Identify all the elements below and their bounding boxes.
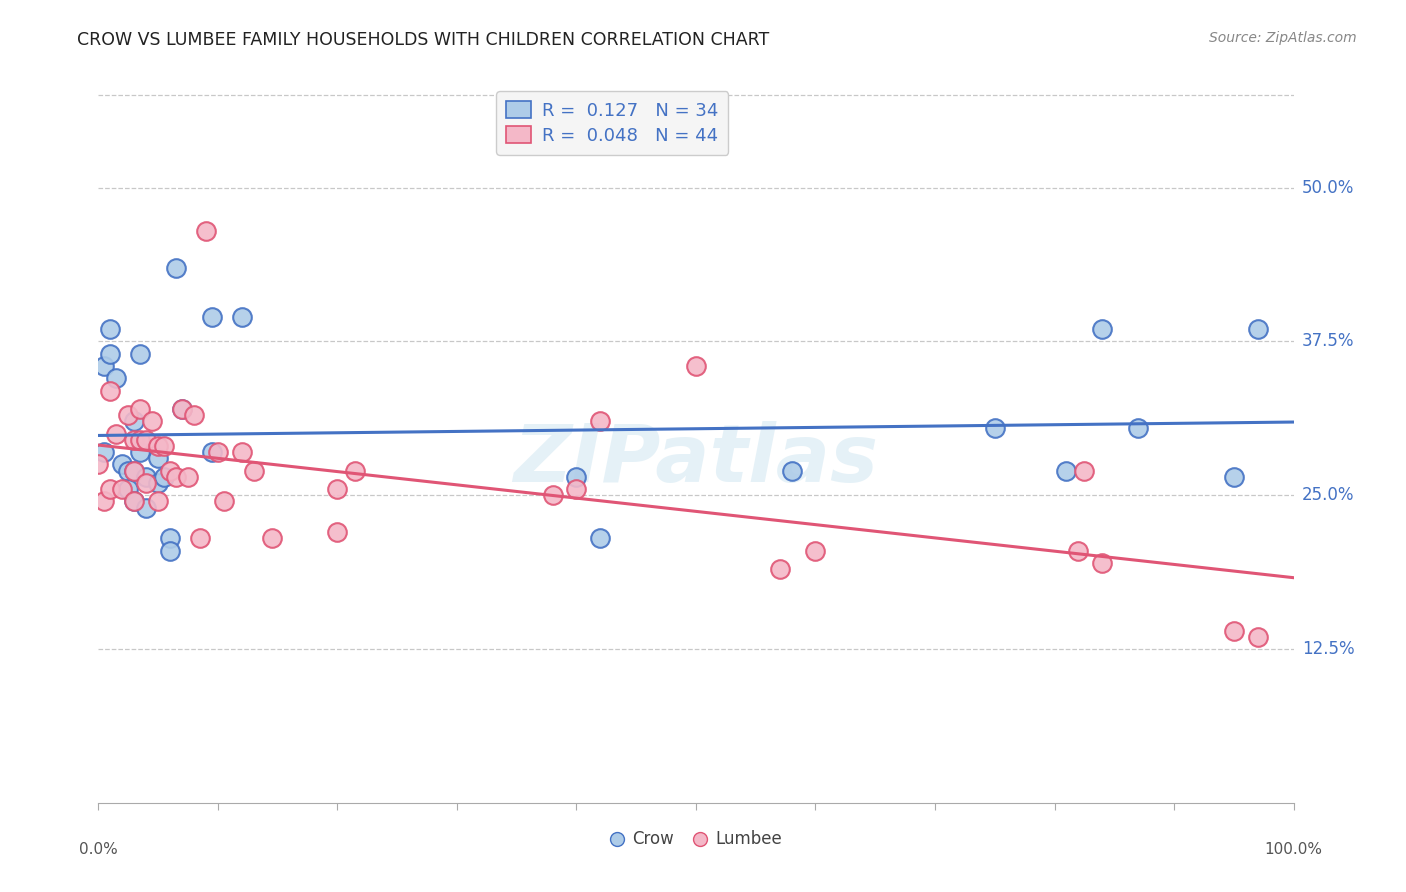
- Point: [195, 224, 218, 238]
- Point: [565, 482, 588, 496]
- Point: [93, 359, 115, 373]
- Point: [165, 260, 187, 275]
- Point: [148, 439, 170, 453]
- Point: [589, 531, 612, 545]
- Point: [148, 494, 170, 508]
- Text: CROW VS LUMBEE FAMILY HOUSEHOLDS WITH CHILDREN CORRELATION CHART: CROW VS LUMBEE FAMILY HOUSEHOLDS WITH CH…: [77, 31, 769, 49]
- Point: [98, 347, 122, 361]
- Point: [1073, 464, 1095, 478]
- Point: [1247, 630, 1270, 644]
- Point: [159, 543, 181, 558]
- Point: [129, 402, 152, 417]
- Point: [780, 464, 803, 478]
- Point: [212, 494, 235, 508]
- Point: [165, 469, 187, 483]
- Point: [768, 562, 790, 576]
- Point: [1223, 469, 1246, 483]
- Point: [105, 371, 128, 385]
- Point: [159, 464, 181, 478]
- Text: 100.0%: 100.0%: [1264, 842, 1323, 857]
- Text: 0.0%: 0.0%: [79, 842, 118, 857]
- Point: [1091, 322, 1114, 336]
- Point: [1128, 420, 1150, 434]
- Point: [93, 445, 115, 459]
- Point: [243, 464, 266, 478]
- Text: 50.0%: 50.0%: [1302, 178, 1354, 196]
- Point: [231, 445, 253, 459]
- Point: [124, 464, 146, 478]
- Text: Source: ZipAtlas.com: Source: ZipAtlas.com: [1209, 31, 1357, 45]
- Point: [135, 500, 157, 515]
- Text: 25.0%: 25.0%: [1302, 486, 1354, 504]
- Point: [148, 475, 170, 490]
- Point: [111, 482, 134, 496]
- Point: [565, 469, 588, 483]
- Point: [207, 445, 229, 459]
- Point: [201, 445, 224, 459]
- Point: [98, 384, 122, 398]
- Text: 12.5%: 12.5%: [1302, 640, 1354, 658]
- Point: [98, 322, 122, 336]
- Point: [135, 433, 157, 447]
- Point: [153, 469, 176, 483]
- Point: [344, 464, 367, 478]
- Point: [804, 543, 827, 558]
- Point: [1247, 322, 1270, 336]
- Point: [93, 494, 115, 508]
- Point: [1056, 464, 1078, 478]
- Legend: Crow, Lumbee: Crow, Lumbee: [603, 824, 789, 855]
- Point: [111, 458, 134, 472]
- Point: [117, 409, 139, 423]
- Point: [141, 414, 163, 428]
- Point: [589, 414, 612, 428]
- Point: [541, 488, 564, 502]
- Point: [1091, 556, 1114, 570]
- Point: [188, 531, 211, 545]
- Point: [1223, 624, 1246, 638]
- Point: [201, 310, 224, 324]
- Point: [260, 531, 283, 545]
- Point: [124, 414, 146, 428]
- Point: [124, 494, 146, 508]
- Point: [135, 469, 157, 483]
- Point: [172, 402, 194, 417]
- Point: [153, 439, 176, 453]
- Point: [124, 494, 146, 508]
- Point: [98, 482, 122, 496]
- Point: [129, 347, 152, 361]
- Point: [105, 426, 128, 441]
- Point: [326, 525, 349, 540]
- Point: [326, 482, 349, 496]
- Text: ZIPatlas: ZIPatlas: [513, 421, 879, 500]
- Point: [177, 469, 200, 483]
- Point: [117, 482, 139, 496]
- Point: [159, 531, 181, 545]
- Point: [685, 359, 707, 373]
- Point: [183, 409, 205, 423]
- Point: [135, 475, 157, 490]
- Point: [87, 458, 110, 472]
- Point: [117, 464, 139, 478]
- Point: [172, 402, 194, 417]
- Point: [984, 420, 1007, 434]
- Point: [129, 433, 152, 447]
- Point: [148, 451, 170, 466]
- Point: [1067, 543, 1090, 558]
- Point: [124, 433, 146, 447]
- Point: [124, 464, 146, 478]
- Point: [231, 310, 253, 324]
- Point: [129, 445, 152, 459]
- Text: 37.5%: 37.5%: [1302, 333, 1354, 351]
